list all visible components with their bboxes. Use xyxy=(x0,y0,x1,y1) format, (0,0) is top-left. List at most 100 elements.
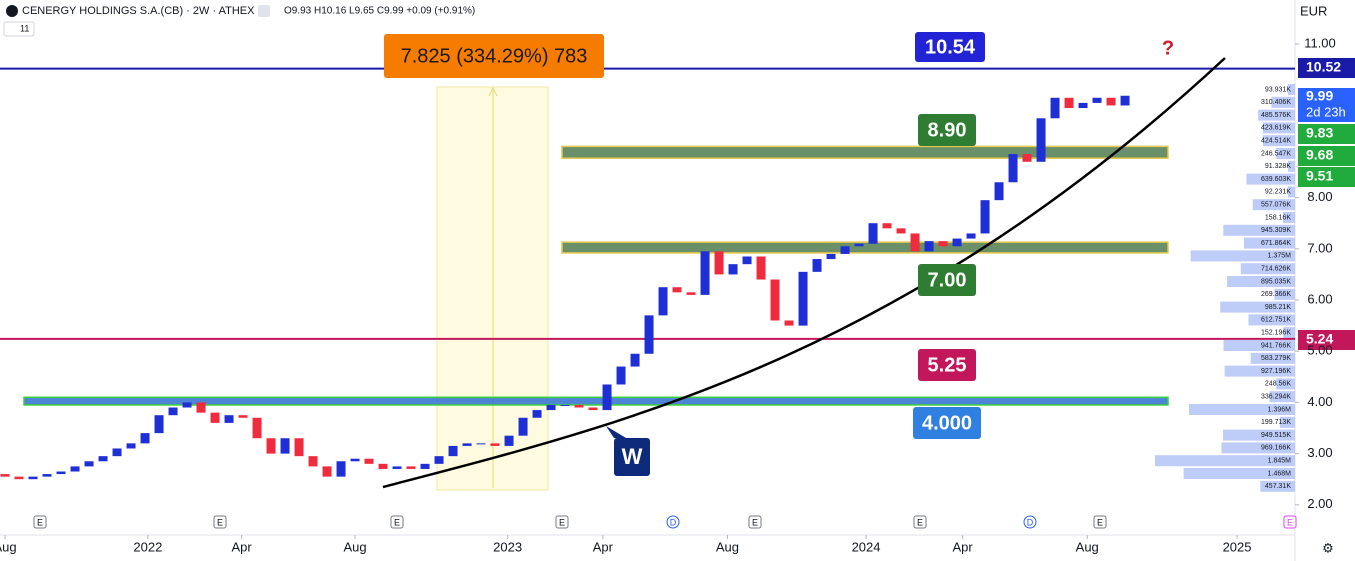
volume-bar xyxy=(1221,442,1295,454)
candle-body xyxy=(560,404,570,406)
annotation-pointer xyxy=(606,426,626,438)
candle-body xyxy=(462,443,472,446)
candle-body xyxy=(210,412,220,423)
candle-body xyxy=(56,471,66,475)
x-tick-label: 2024 xyxy=(852,539,881,554)
volume-bar xyxy=(1190,250,1295,262)
volume-label: 927.196K xyxy=(1261,368,1291,375)
candle-body xyxy=(630,353,640,367)
logo xyxy=(6,5,18,17)
candle-body xyxy=(182,402,192,408)
candle-body xyxy=(476,443,486,445)
price-label: 5.24 xyxy=(1306,331,1333,347)
symbol: CENERGY HOLDINGS S.A.(CB) · 2W · ATHEX xyxy=(22,5,255,17)
candle-body xyxy=(910,233,920,252)
volume-bar xyxy=(1244,237,1295,249)
candle-body xyxy=(994,182,1004,201)
x-tick-label: Apr xyxy=(593,539,614,554)
price-label-box xyxy=(1298,58,1355,78)
candle-body xyxy=(602,384,612,411)
candle-body xyxy=(252,417,262,439)
candle-body xyxy=(420,463,430,469)
candle-body xyxy=(714,251,724,275)
volume-label: 1.375M xyxy=(1268,253,1292,260)
event-label: D xyxy=(670,517,677,527)
annotation-label: W xyxy=(622,444,643,469)
candle-body xyxy=(84,461,94,467)
price-label-sub: 2d 23h xyxy=(1306,104,1346,119)
x-tick-label: Apr xyxy=(232,539,253,554)
settings-icon[interactable]: ⚙ xyxy=(1322,540,1334,555)
candle-body xyxy=(672,287,682,293)
indicator-count: 11 xyxy=(20,23,29,33)
x-tick-label: 2023 xyxy=(493,539,522,554)
x-tick-label: Aug xyxy=(343,539,366,554)
price-label: 10.52 xyxy=(1306,59,1341,75)
volume-label: 557.076K xyxy=(1261,202,1291,209)
y-tick-label: 7.00 xyxy=(1307,240,1332,255)
ohlc: O9.93 H10.16 L9.65 C9.99 +0.09 (+0.91%) xyxy=(284,6,475,17)
candle-body xyxy=(1092,97,1102,103)
annotation-box xyxy=(913,407,981,439)
candle-body xyxy=(826,253,836,260)
candle-body xyxy=(616,366,626,385)
candle-body xyxy=(644,315,654,354)
annotation-label: 4.000 xyxy=(922,412,972,434)
volume-bar xyxy=(1274,288,1295,300)
candle-body xyxy=(308,456,318,467)
indicator-toggle[interactable] xyxy=(3,21,35,37)
volume-bar xyxy=(1276,378,1295,390)
event-label: E xyxy=(394,517,400,527)
volume-bar xyxy=(1260,480,1295,492)
volume-label: 583.279K xyxy=(1261,355,1291,362)
volume-label: 423.619K xyxy=(1261,125,1291,132)
volume-bar xyxy=(1246,173,1295,185)
candle-body xyxy=(840,246,850,254)
candle-body xyxy=(770,279,780,321)
y-tick-label: 2.00 xyxy=(1307,496,1332,511)
volume-bar xyxy=(1262,122,1295,134)
candle-body xyxy=(504,435,514,446)
candle-body xyxy=(364,458,374,464)
volume-label: 941.766K xyxy=(1261,342,1291,349)
candle-body xyxy=(588,407,598,411)
event-label: E xyxy=(1287,517,1293,527)
candle-body xyxy=(196,402,206,413)
volume-bar xyxy=(1288,186,1295,198)
volume-label: 152.196K xyxy=(1261,330,1291,337)
volume-label: 1.845M xyxy=(1268,458,1292,465)
collapse-button[interactable] xyxy=(258,5,270,17)
candle-body xyxy=(574,404,584,408)
price-label-box xyxy=(1298,124,1355,144)
candle-body xyxy=(854,243,864,247)
candle-body xyxy=(154,415,164,434)
event-marker xyxy=(33,515,47,529)
annotation-label: 8.90 xyxy=(928,119,967,141)
annotation-label: 7.825 (334.29%) 783 xyxy=(401,45,588,67)
volume-bar xyxy=(1224,365,1295,377)
candle-body xyxy=(322,466,332,477)
volume-label: 310.406K xyxy=(1261,99,1291,106)
volume-label: 612.751K xyxy=(1261,317,1291,324)
volume-label: 671.864K xyxy=(1261,240,1291,247)
candle-body xyxy=(700,251,710,295)
y-tick-label: 5.00 xyxy=(1307,343,1332,358)
candle-body xyxy=(224,415,234,423)
y-tick-label: 11.00 xyxy=(1304,35,1336,50)
candle-body xyxy=(728,264,738,275)
candle-body xyxy=(924,241,934,252)
event-label: E xyxy=(752,517,758,527)
candle-body xyxy=(742,256,752,265)
volume-label: 985.21K xyxy=(1265,304,1291,311)
event-marker xyxy=(1023,515,1037,529)
candle-body xyxy=(112,448,122,457)
volume-bar xyxy=(1252,199,1295,211)
volume-label: 714.626K xyxy=(1261,266,1291,273)
annotation-box xyxy=(384,34,604,78)
event-marker xyxy=(1093,515,1107,529)
event-label: E xyxy=(37,517,43,527)
price-label-box xyxy=(1298,167,1355,187)
